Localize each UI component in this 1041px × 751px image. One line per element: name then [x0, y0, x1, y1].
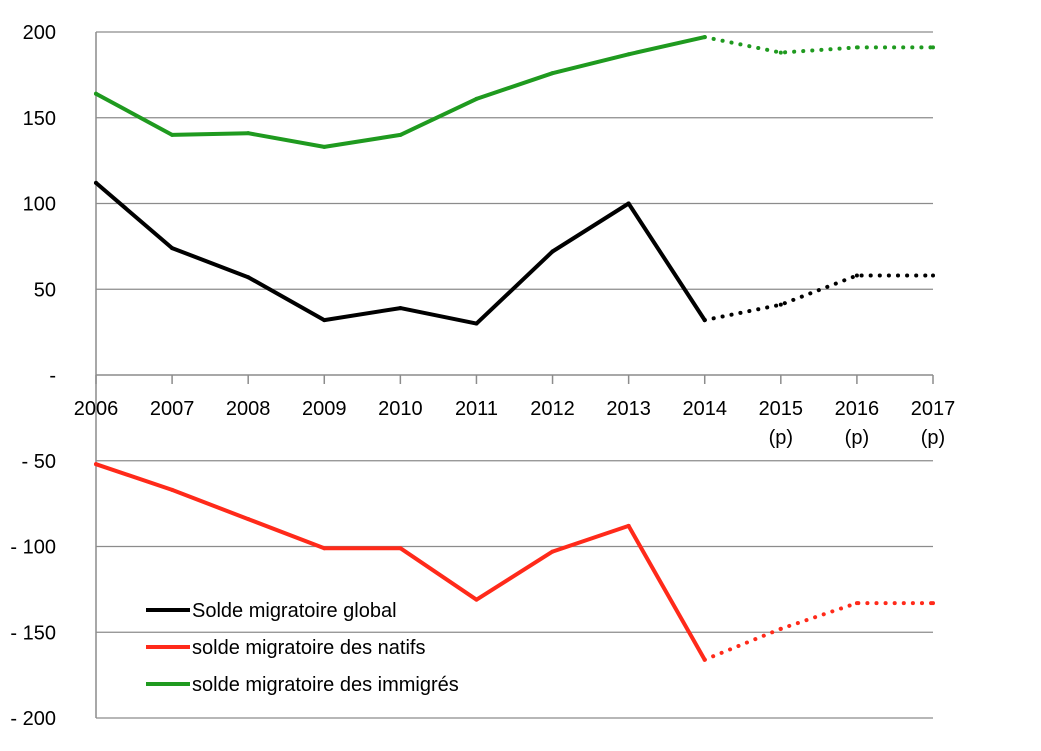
data-point [474, 321, 479, 326]
x-tick-label: 2008 [226, 398, 271, 420]
y-tick-label: 150 [23, 108, 56, 130]
data-point [94, 91, 98, 96]
data-point [626, 52, 631, 57]
data-point [702, 318, 707, 323]
data-point [170, 246, 175, 251]
legend-label: Solde migratoire global [192, 600, 397, 622]
x-tick-sublabel: (p) [921, 427, 945, 449]
series-line-projection [702, 35, 935, 55]
x-tick-label: 2014 [682, 398, 727, 420]
x-tick-label: 2017 [911, 398, 956, 420]
data-point [931, 273, 935, 278]
data-point [322, 546, 327, 551]
data-point [474, 96, 479, 101]
x-tick-label: 2011 [455, 398, 498, 420]
data-point [246, 517, 251, 522]
data-point [398, 306, 403, 311]
data-point [854, 273, 859, 278]
x-tick-label: 2013 [606, 398, 651, 420]
grid-layer [96, 31, 933, 719]
data-point [931, 45, 935, 50]
y-tick-label: 200 [23, 22, 56, 44]
data-point [550, 249, 555, 254]
legend-label: solde migratoire des immigrés [192, 674, 459, 696]
data-point [170, 132, 175, 137]
data-point [94, 180, 98, 185]
series-line-actual [94, 35, 707, 149]
data-point [398, 546, 403, 551]
series-line-actual [94, 462, 707, 662]
x-tick-label: 2009 [302, 398, 347, 420]
x-tick-label: 2015 [759, 398, 804, 420]
data-point [778, 302, 783, 307]
data-point [170, 487, 175, 492]
series-line-projection [702, 601, 935, 662]
x-tick-sublabel: (p) [769, 427, 793, 449]
x-tick-label: 2010 [378, 398, 423, 420]
data-point [322, 144, 327, 149]
data-point [702, 657, 707, 662]
x-tick-sublabel: (p) [845, 427, 869, 449]
data-point [474, 597, 479, 602]
data-point [550, 71, 555, 76]
data-point [398, 132, 403, 137]
data-point [931, 601, 935, 606]
y-tick-label: - 200 [10, 708, 56, 730]
y-tick-label: - [49, 365, 56, 387]
data-point [702, 35, 707, 40]
x-tick-label: 2016 [835, 398, 880, 420]
legend-label: solde migratoire des natifs [192, 637, 425, 659]
data-point [246, 275, 251, 280]
x-tick-label: 2006 [74, 398, 119, 420]
data-point [854, 601, 859, 606]
y-tick-label: - 50 [22, 451, 56, 473]
series-layer [94, 35, 935, 662]
y-tick-label: 100 [23, 194, 56, 216]
legend: Solde migratoire global solde migratoire … [146, 600, 459, 696]
data-point [854, 45, 859, 50]
data-point [626, 201, 631, 206]
data-point [778, 626, 783, 631]
y-tick-label: - 150 [10, 622, 56, 644]
series-line-projection [702, 273, 935, 323]
axis-layer: 200 150 100 50 - - 50 - 100 - 150 - 200 2006 2007 2… [10, 22, 955, 730]
data-point [626, 523, 631, 528]
data-point [246, 131, 251, 136]
data-point [778, 50, 783, 55]
y-tick-label: 50 [34, 279, 56, 301]
x-tick-label: 2007 [150, 398, 195, 420]
x-tick-label: 2012 [530, 398, 575, 420]
data-point [94, 462, 98, 467]
data-point [322, 318, 327, 323]
data-point [550, 549, 555, 554]
y-tick-label: - 100 [10, 537, 56, 559]
